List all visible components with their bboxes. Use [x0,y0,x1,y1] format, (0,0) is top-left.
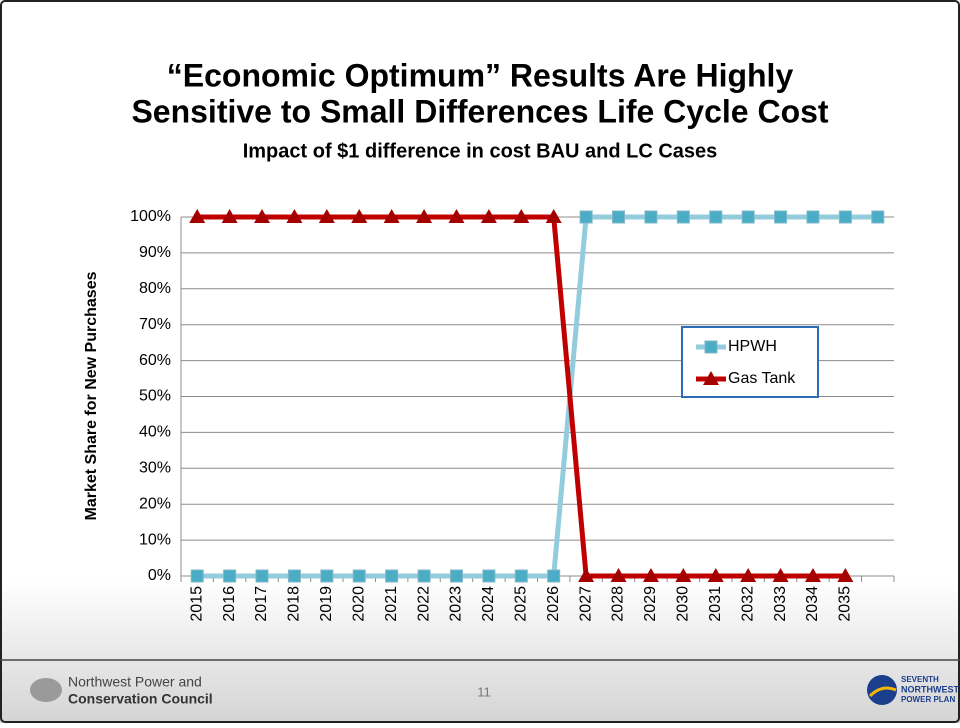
marker [383,209,400,223]
x-tick-label: 2020 [350,586,367,622]
title-line: Sensitive to Small Differences Life Cycl… [131,93,828,129]
x-tick-label: 2019 [318,586,335,622]
marker [482,569,496,583]
marker [741,210,755,224]
y-tick-label: 100% [130,208,171,225]
marker [449,569,463,583]
x-tick-label: 2031 [707,586,724,622]
marker [416,209,433,223]
x-tick-label: 2033 [772,586,789,622]
marker [707,568,724,582]
legend-box [681,326,819,398]
plan-name: SEVENTH [901,675,939,684]
footer-band [0,580,960,723]
y-tick-label: 30% [139,460,171,477]
y-tick-label: 60% [139,352,171,369]
marker [190,569,204,583]
x-tick-label: 2030 [675,586,692,622]
marker [480,209,497,223]
legend-label: Gas Tank [728,370,796,387]
marker [223,569,237,583]
x-tick-label: 2029 [642,586,659,622]
marker [804,568,821,582]
marker [189,209,206,223]
subtitle: Impact of $1 difference in cost BAU and … [243,140,718,162]
marker [578,568,595,582]
x-tick-label: 2035 [837,586,854,622]
marker [547,569,561,583]
plan-name: NORTHWEST [901,684,959,694]
x-tick-label: 2027 [577,586,594,622]
marker [417,569,431,583]
marker [254,209,271,223]
marker [352,569,366,583]
marker [837,568,854,582]
marker [772,568,789,582]
legend-marker [704,340,718,354]
x-tick-label: 2034 [804,586,821,622]
x-tick-label: 2021 [383,586,400,622]
x-tick-label: 2023 [448,586,465,622]
marker [806,210,820,224]
x-tick-label: 2032 [739,586,756,622]
y-tick-label: 20% [139,495,171,512]
x-tick-label: 2028 [610,586,627,622]
marker [385,569,399,583]
marker [318,209,335,223]
marker [514,569,528,583]
marker [221,209,238,223]
y-tick-label: 80% [139,280,171,297]
series-line [197,214,878,579]
legend-label: HPWH [728,338,777,355]
marker [740,568,757,582]
marker [286,209,303,223]
y-tick-label: 70% [139,316,171,333]
marker [320,569,334,583]
marker [579,210,593,224]
y-tick-label: 0% [148,567,171,584]
y-axis-label: Market Share for New Purchases [83,271,100,520]
org-name: Northwest Power and [68,674,202,690]
marker [642,568,659,582]
marker [675,568,692,582]
plan-name: POWER PLAN [901,695,955,704]
org-name: Conservation Council [68,691,213,707]
marker [351,209,368,223]
marker [448,209,465,223]
x-tick-label: 2017 [253,586,270,622]
y-tick-label: 10% [139,531,171,548]
plan-logo-swoosh [868,686,897,698]
legend-marker [703,371,719,385]
marker [545,209,562,223]
x-tick-label: 2018 [286,586,303,622]
marker [287,569,301,583]
x-tick-label: 2022 [415,586,432,622]
marker [513,209,530,223]
x-tick-label: 2024 [480,586,497,622]
x-tick-label: 2026 [545,586,562,622]
page-number: 11 [477,684,491,699]
x-tick-label: 2016 [221,586,238,622]
y-tick-label: 50% [139,388,171,405]
marker [255,569,269,583]
y-tick-label: 90% [139,244,171,261]
marker [644,210,658,224]
marker [709,210,723,224]
org-logo [30,678,62,702]
x-tick-label: 2015 [188,586,205,622]
title-line: “Economic Optimum” Results Are Highly [167,57,794,93]
x-tick-label: 2025 [513,586,530,622]
marker [676,210,690,224]
marker [774,210,788,224]
marker [610,568,627,582]
y-tick-label: 40% [139,424,171,441]
marker [871,210,885,224]
marker [838,210,852,224]
marker [612,210,626,224]
